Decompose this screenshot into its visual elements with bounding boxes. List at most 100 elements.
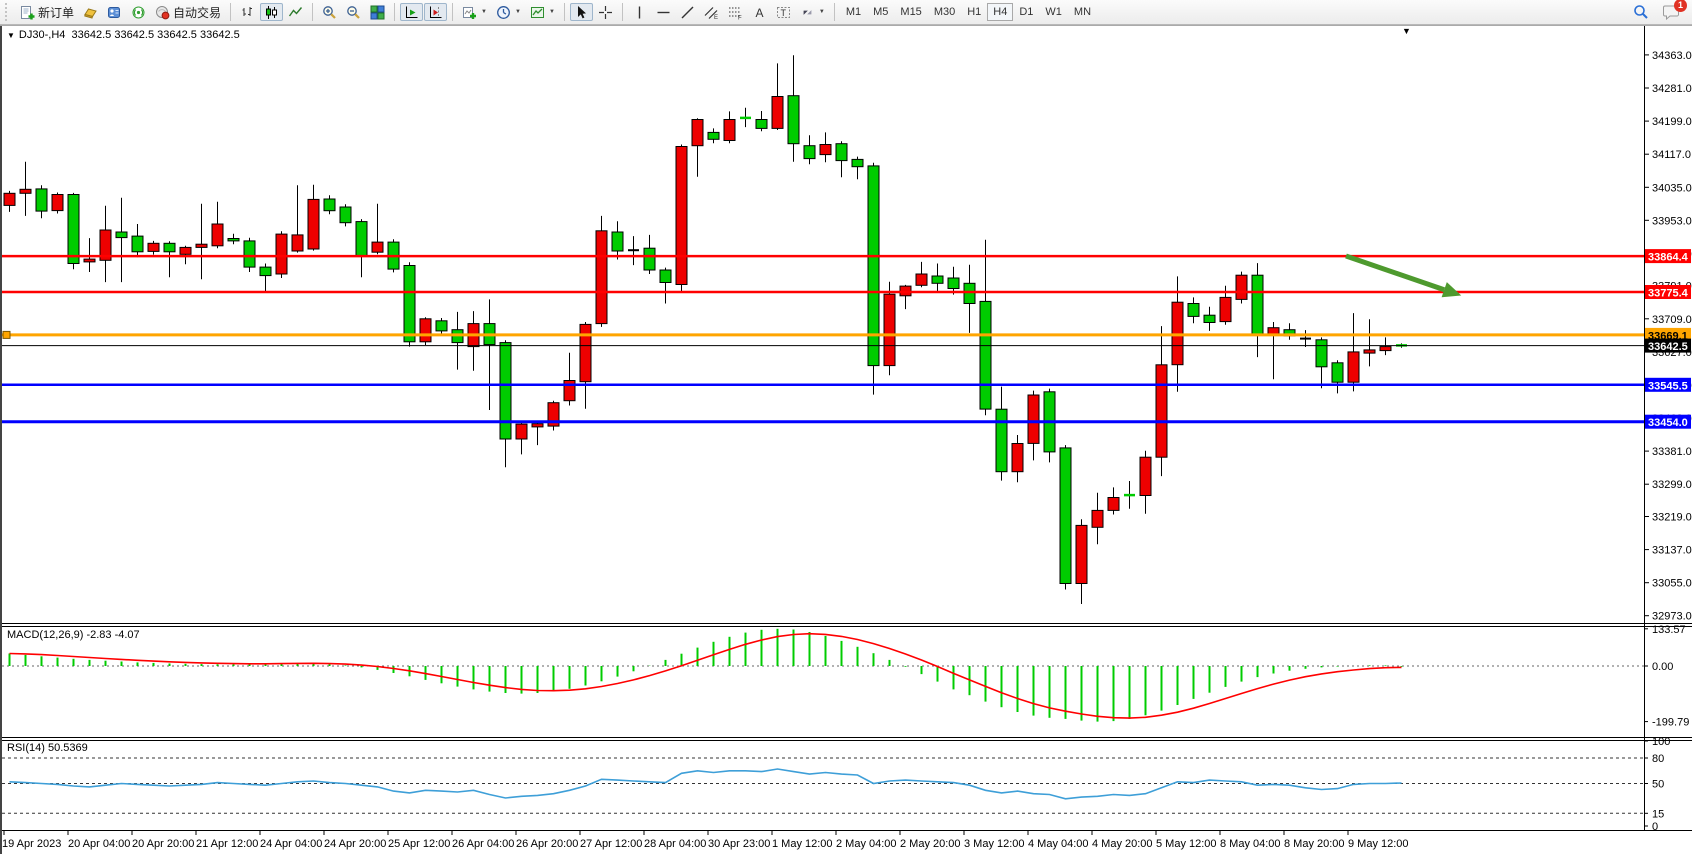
candle-body: [707, 131, 720, 140]
timeframe-MN[interactable]: MN: [1073, 6, 1092, 18]
text-button[interactable]: A: [748, 3, 771, 21]
templates-icon: [530, 5, 545, 20]
time-tick-label[interactable]: 21 Apr 12:00: [196, 838, 258, 850]
candle-body: [659, 269, 672, 283]
chart-canvas[interactable]: 34363.0 34281.0 34199.0 34117.0 34035.0 33953…: [0, 25, 1692, 854]
signals-button[interactable]: [127, 3, 150, 21]
time-tick-label[interactable]: 9 May 12:00: [1348, 838, 1409, 850]
trendline-button[interactable]: [676, 3, 699, 21]
candlestick-chart-button[interactable]: [260, 3, 284, 21]
chart-ohlc-readout: 33642.5 33642.5 33642.5 33642.5: [71, 29, 240, 41]
time-tick-label[interactable]: 19 Apr 2023: [2, 838, 61, 850]
time-tick-label[interactable]: 24 Apr 04:00: [260, 838, 322, 850]
time-tick-label[interactable]: 26 Apr 04:00: [452, 838, 514, 850]
indicators-icon: [462, 5, 477, 20]
candle-body: [339, 206, 352, 224]
periods-button[interactable]: ▼: [492, 3, 525, 21]
fibonacci-button[interactable]: F: [724, 3, 747, 21]
equidistant-channel-button[interactable]: E: [700, 3, 723, 21]
candle-body: [147, 242, 160, 252]
timeframe-H4[interactable]: H4: [987, 3, 1014, 21]
timeframe-M1[interactable]: M1: [845, 6, 862, 18]
time-tick-label[interactable]: 8 May 04:00: [1220, 838, 1281, 850]
trend-arrow-head[interactable]: [1441, 282, 1462, 298]
candle-body: [19, 188, 32, 194]
candle-body: [211, 223, 224, 247]
zoom-in-button[interactable]: [318, 3, 341, 21]
time-tick-label[interactable]: 20 Apr 20:00: [132, 838, 194, 850]
zoom-out-button[interactable]: [342, 3, 365, 21]
cursor-icon: [574, 5, 589, 20]
timeframe-M5[interactable]: M5: [873, 6, 889, 18]
search-button[interactable]: [1629, 3, 1653, 21]
candle-body: [35, 188, 48, 212]
candle-body: [915, 273, 928, 286]
price-tick-label: 34199.0: [1652, 116, 1692, 128]
symbols-button[interactable]: [79, 3, 102, 21]
time-tick-label[interactable]: 30 Apr 23:00: [708, 838, 770, 850]
chart-expand-icon[interactable]: ▼: [7, 31, 15, 40]
templates-button[interactable]: ▼: [526, 3, 559, 21]
time-tick-label[interactable]: 26 Apr 20:00: [516, 838, 578, 850]
candle-body: [963, 282, 976, 304]
indicators-button[interactable]: ▼: [458, 3, 491, 21]
timeframe-W1[interactable]: W1: [1045, 6, 1062, 18]
macd-tick-label: 133.57: [1652, 624, 1686, 636]
time-tick-label[interactable]: 28 Apr 04:00: [644, 838, 706, 850]
vertical-line-button[interactable]: [628, 3, 651, 21]
time-tick-label[interactable]: 4 May 20:00: [1092, 838, 1153, 850]
time-tick-label[interactable]: 24 Apr 20:00: [324, 838, 386, 850]
profile-button[interactable]: [103, 3, 126, 21]
time-tick-label[interactable]: 5 May 12:00: [1156, 838, 1217, 850]
time-tick-label[interactable]: 1 May 12:00: [772, 838, 833, 850]
text-label-button[interactable]: T: [772, 3, 795, 21]
crosshair-button[interactable]: [594, 3, 617, 21]
candle-body: [435, 320, 448, 332]
hline-handle[interactable]: [2, 330, 11, 339]
line-chart-button[interactable]: [284, 3, 307, 21]
timeframe-M30[interactable]: M30: [933, 6, 956, 18]
time-tick-label[interactable]: 3 May 12:00: [964, 838, 1025, 850]
time-tick-label[interactable]: 4 May 04:00: [1028, 838, 1089, 850]
bar-chart-button[interactable]: [236, 3, 259, 21]
candle-body: [1347, 351, 1360, 383]
notifications-button[interactable]: 1: [1659, 0, 1687, 21]
time-tick-label[interactable]: 25 Apr 12:00: [388, 838, 450, 850]
signals-icon: [131, 5, 146, 20]
chart-corner-marker-icon[interactable]: ▼: [1402, 26, 1411, 36]
candle-body: [787, 95, 800, 145]
time-tick-label[interactable]: 2 May 20:00: [900, 838, 961, 850]
trend-arrow-shaft[interactable]: [1345, 253, 1446, 293]
time-tick-label[interactable]: 8 May 20:00: [1284, 838, 1345, 850]
candle-body: [595, 230, 608, 325]
horizontal-line-button[interactable]: [652, 3, 675, 21]
toolbar-separator: [312, 3, 314, 21]
candle-body: [1219, 296, 1232, 323]
auto-scroll-button[interactable]: [400, 3, 424, 21]
time-tick-label[interactable]: 27 Apr 12:00: [580, 838, 642, 850]
candle-body: [803, 145, 816, 160]
new-order-button[interactable]: 新订单: [16, 3, 78, 21]
zoom-in-icon: [322, 5, 337, 20]
candle-body: [515, 423, 528, 440]
candle-body: [99, 229, 112, 261]
macd-signal-line: [9, 632, 1402, 719]
timeframe-M15[interactable]: M15: [900, 6, 922, 18]
candle-body: [179, 246, 192, 255]
time-tick-label[interactable]: 2 May 04:00: [836, 838, 897, 850]
candlestick-chart-icon: [264, 5, 279, 20]
macd-tick-label: 0.00: [1652, 661, 1673, 673]
price-tick-label: 33953.0: [1652, 215, 1692, 227]
chart-shift-button[interactable]: [424, 3, 448, 21]
price-tick-label: 33055.0: [1652, 578, 1692, 590]
timeframe-D1[interactable]: D1: [1019, 6, 1034, 18]
candle-body: [867, 165, 880, 367]
time-tick-label[interactable]: 20 Apr 04:00: [68, 838, 130, 850]
cursor-button[interactable]: [569, 3, 593, 21]
autotrading-button[interactable]: 自动交易: [151, 3, 225, 21]
tile-windows-button[interactable]: [366, 3, 389, 21]
rsi-line: [9, 768, 1402, 800]
arrows-button[interactable]: ▼: [796, 3, 829, 21]
timeframe-H1[interactable]: H1: [967, 6, 982, 18]
price-tick-label: 34035.0: [1652, 182, 1692, 194]
